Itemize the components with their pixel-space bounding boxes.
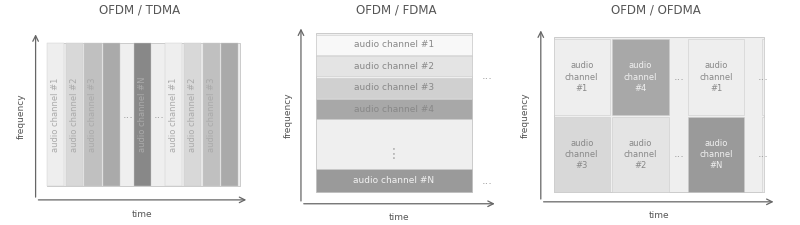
Text: audio channel #3: audio channel #3 — [206, 77, 215, 152]
Bar — [688, 117, 744, 192]
Text: frequency: frequency — [521, 92, 530, 137]
Text: ...: ... — [482, 176, 492, 186]
Text: audio channel #1: audio channel #1 — [170, 78, 178, 152]
Bar — [316, 35, 472, 55]
Text: audio channel #2: audio channel #2 — [354, 62, 434, 71]
Bar — [762, 39, 763, 115]
Text: audio channel #4: audio channel #4 — [107, 78, 116, 152]
Text: audio channel #1: audio channel #1 — [51, 78, 60, 152]
Bar — [66, 43, 83, 186]
Title: OFDM / OFDMA: OFDM / OFDMA — [611, 4, 701, 17]
Text: audio
channel
#3: audio channel #3 — [565, 139, 598, 170]
Bar — [316, 169, 472, 192]
Bar — [316, 99, 472, 119]
Bar — [554, 37, 763, 192]
Text: audio
channel
#1: audio channel #1 — [699, 61, 733, 93]
Text: frequency: frequency — [17, 93, 26, 139]
Text: audio channel #1: audio channel #1 — [354, 40, 434, 50]
Bar — [554, 117, 610, 192]
Bar — [202, 43, 220, 186]
Text: ...: ... — [758, 72, 769, 82]
Text: audio channel #N: audio channel #N — [354, 176, 434, 185]
Text: ...: ... — [758, 149, 769, 160]
Text: audio
channel
#1: audio channel #1 — [565, 61, 598, 93]
Bar — [316, 78, 472, 98]
Text: time: time — [648, 212, 669, 220]
Text: audio channel #4: audio channel #4 — [354, 105, 434, 114]
Text: ...: ... — [122, 110, 134, 120]
Bar — [184, 43, 201, 186]
Bar — [688, 39, 744, 115]
Bar — [612, 117, 669, 192]
Text: audio channel #N: audio channel #N — [138, 77, 147, 153]
Text: ⋮: ⋮ — [387, 147, 401, 161]
Text: ...: ... — [674, 72, 685, 82]
Bar — [316, 56, 472, 76]
Text: audio channel #3: audio channel #3 — [89, 77, 98, 152]
Bar — [47, 43, 64, 186]
Text: audio
channel
#4: audio channel #4 — [624, 61, 658, 93]
Text: audio
channel
#N: audio channel #N — [699, 139, 733, 170]
Bar — [134, 43, 151, 186]
Bar — [85, 43, 102, 186]
Text: ...: ... — [482, 71, 492, 81]
Text: time: time — [389, 214, 410, 223]
Bar — [103, 43, 120, 186]
Text: audio
channel
#2: audio channel #2 — [624, 139, 658, 170]
Text: ...: ... — [674, 149, 685, 160]
Text: audio channel #2: audio channel #2 — [70, 78, 79, 152]
Title: OFDM / FDMA: OFDM / FDMA — [356, 4, 436, 17]
Text: time: time — [132, 209, 153, 218]
Text: audio channel #3: audio channel #3 — [354, 83, 434, 92]
Bar — [221, 43, 238, 186]
Bar — [554, 39, 610, 115]
Bar — [762, 117, 763, 192]
Bar — [612, 39, 669, 115]
Text: ...: ... — [154, 110, 165, 120]
Bar — [47, 43, 240, 186]
Title: OFDM / TDMA: OFDM / TDMA — [99, 4, 181, 17]
Text: frequency: frequency — [283, 92, 293, 137]
Text: audio channel #2: audio channel #2 — [188, 78, 197, 152]
Text: audio channel #4: audio channel #4 — [226, 78, 234, 152]
Bar — [316, 34, 472, 192]
Bar — [166, 43, 182, 186]
